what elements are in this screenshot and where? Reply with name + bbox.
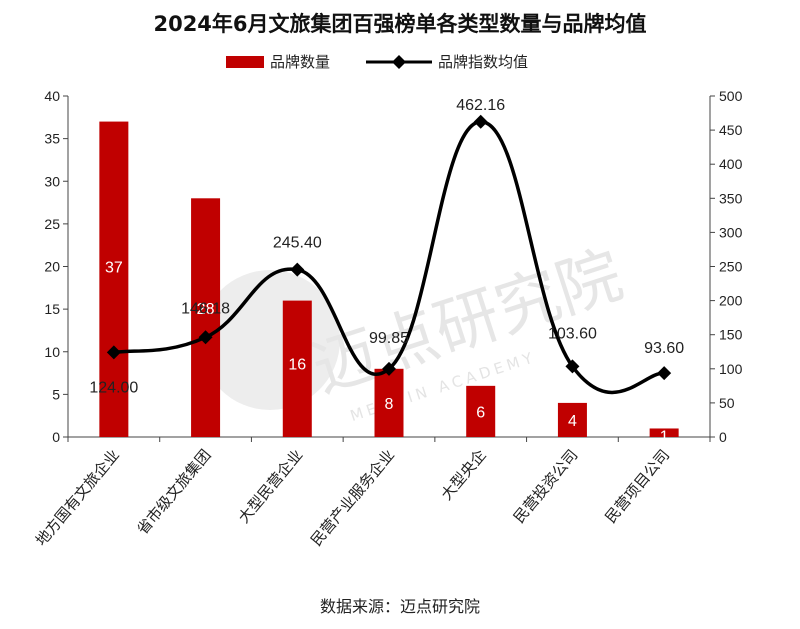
bar-value-label: 1 — [660, 429, 669, 446]
bar — [374, 368, 404, 437]
y-left-tick-label: 20 — [44, 259, 60, 275]
bar — [282, 300, 312, 437]
line-value-label: 93.60 — [644, 340, 684, 357]
line-point-marker — [106, 345, 121, 360]
bar — [191, 198, 221, 437]
y-left-tick-label: 40 — [44, 88, 60, 104]
line-point-marker — [657, 366, 672, 381]
bar-value-label: 37 — [105, 260, 123, 277]
category-label: 省市级文旅集团 — [133, 446, 214, 538]
y-left-tick-label: 5 — [52, 386, 60, 402]
line-value-label: 124.00 — [89, 379, 138, 396]
bar-value-label: 4 — [568, 413, 577, 430]
line-point-marker — [565, 359, 580, 374]
category-labels: 地方国有文旅企业 省市级文旅集团 大型民营企业 民营产业服务企业 大型央企 民营投资公司民… — [32, 446, 673, 550]
y-right-tick-label: 150 — [719, 327, 743, 343]
line-point-marker — [198, 330, 213, 345]
legend: 品牌数量 品牌指数均值 — [226, 53, 528, 71]
line-point-marker — [290, 262, 305, 277]
line-value-label: 99.85 — [369, 330, 409, 347]
y-right-tick-label: 200 — [719, 293, 743, 309]
y-left-tick-label: 0 — [52, 429, 60, 445]
line-series: 124.00 146.18 245.40 99.85 462.16 103.60 93.60 — [89, 97, 684, 397]
bar — [649, 428, 679, 437]
y-right-tick-label: 400 — [719, 156, 743, 172]
line-value-label: 103.60 — [548, 325, 597, 342]
legend-swatch-bar — [226, 56, 264, 68]
y-right-tick-label: 50 — [719, 395, 735, 411]
category-label: 民营项目公司 — [602, 446, 674, 527]
y-right-tick-label: 300 — [719, 224, 743, 240]
bar-value-label: 6 — [476, 404, 485, 421]
bars: 37 28 16 8 6 4 1 — [99, 121, 679, 446]
bar-value-label: 16 — [288, 356, 306, 373]
y-right-tick-label: 250 — [719, 259, 743, 275]
y-left-tick-label: 35 — [44, 131, 60, 147]
line-point-marker — [382, 361, 396, 376]
source-note: 数据来源：迈点研究院 — [320, 597, 480, 616]
line-value-label: 245.40 — [273, 235, 322, 252]
legend-diamond-icon — [392, 55, 406, 69]
y-right-tick-label: 0 — [719, 429, 727, 445]
bar — [466, 385, 496, 437]
bar — [557, 402, 587, 437]
y-left-tick-label: 25 — [44, 216, 60, 232]
bar-value-label: 28 — [197, 301, 215, 318]
y-left-tick-label: 10 — [44, 344, 60, 360]
y-right-tick-label: 350 — [719, 190, 743, 206]
bar-value-label: 8 — [385, 396, 394, 413]
legend-label-bar: 品牌数量 — [270, 53, 330, 71]
category-label: 民营产业服务企业 — [307, 446, 398, 550]
line-value-label: 146.18 — [181, 300, 230, 317]
y-left-tick-label: 30 — [44, 173, 60, 189]
category-label: 民营投资公司 — [510, 446, 582, 527]
category-label: 地方国有文旅企业 — [32, 446, 123, 550]
y-right-tick-label: 100 — [719, 361, 743, 377]
category-label: 大型民营企业 — [235, 446, 307, 527]
bar — [99, 121, 129, 437]
chart-title: 2024年6月文旅集团百强榜单各类型数量与品牌均值 — [153, 12, 646, 36]
line-point-marker — [473, 114, 488, 129]
category-label: 大型央企 — [437, 446, 489, 504]
y-left-tick-label: 15 — [44, 301, 60, 317]
y-right-tick-label: 500 — [719, 88, 743, 104]
y-right-tick-label: 450 — [719, 122, 743, 138]
legend-label-line: 品牌指数均值 — [438, 53, 528, 71]
line-value-label: 462.16 — [456, 97, 505, 114]
